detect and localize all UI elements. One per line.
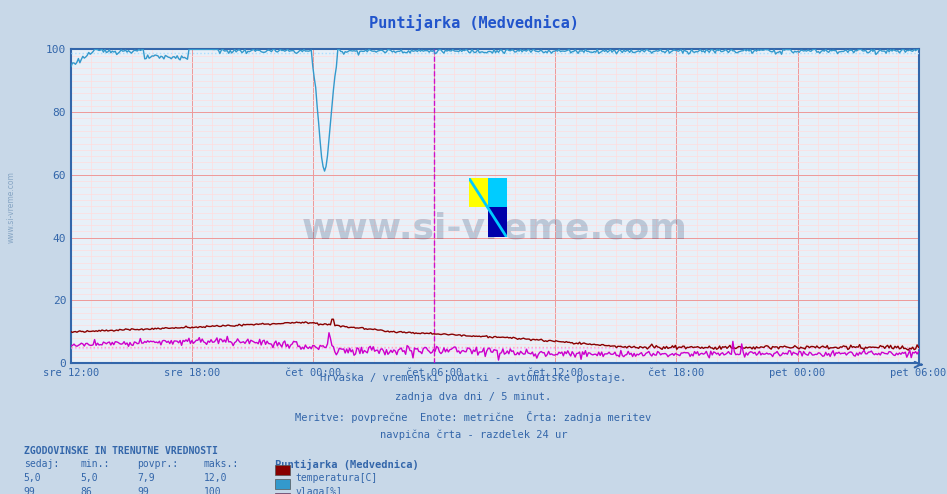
- Text: www.si-vreme.com: www.si-vreme.com: [302, 211, 688, 245]
- Text: Hrvaška / vremenski podatki - avtomatske postaje.: Hrvaška / vremenski podatki - avtomatske…: [320, 373, 627, 383]
- Text: 5,0: 5,0: [24, 473, 42, 483]
- Text: zadnja dva dni / 5 minut.: zadnja dva dni / 5 minut.: [396, 392, 551, 402]
- Text: Puntijarka (Medvednica): Puntijarka (Medvednica): [368, 14, 579, 31]
- Bar: [469, 178, 488, 207]
- Text: 86: 86: [80, 487, 92, 494]
- Text: povpr.:: povpr.:: [137, 459, 178, 469]
- Text: 12,0: 12,0: [204, 473, 227, 483]
- Text: min.:: min.:: [80, 459, 110, 469]
- Text: Meritve: povprečne  Enote: metrične  Črta: zadnja meritev: Meritve: povprečne Enote: metrične Črta:…: [295, 411, 652, 422]
- Text: sedaj:: sedaj:: [24, 459, 59, 469]
- Text: 99: 99: [24, 487, 35, 494]
- Text: temperatura[C]: temperatura[C]: [295, 473, 378, 483]
- Bar: [488, 178, 507, 207]
- Bar: [488, 207, 507, 237]
- Text: 5,0: 5,0: [80, 473, 98, 483]
- Text: www.si-vreme.com: www.si-vreme.com: [7, 171, 16, 244]
- Text: 7,9: 7,9: [137, 473, 155, 483]
- Text: vlaga[%]: vlaga[%]: [295, 487, 343, 494]
- Text: ZGODOVINSKE IN TRENUTNE VREDNOSTI: ZGODOVINSKE IN TRENUTNE VREDNOSTI: [24, 446, 218, 455]
- Text: 99: 99: [137, 487, 149, 494]
- Text: Puntijarka (Medvednica): Puntijarka (Medvednica): [275, 459, 419, 470]
- Text: maks.:: maks.:: [204, 459, 239, 469]
- Text: navpična črta - razdelek 24 ur: navpična črta - razdelek 24 ur: [380, 429, 567, 440]
- Text: 100: 100: [204, 487, 222, 494]
